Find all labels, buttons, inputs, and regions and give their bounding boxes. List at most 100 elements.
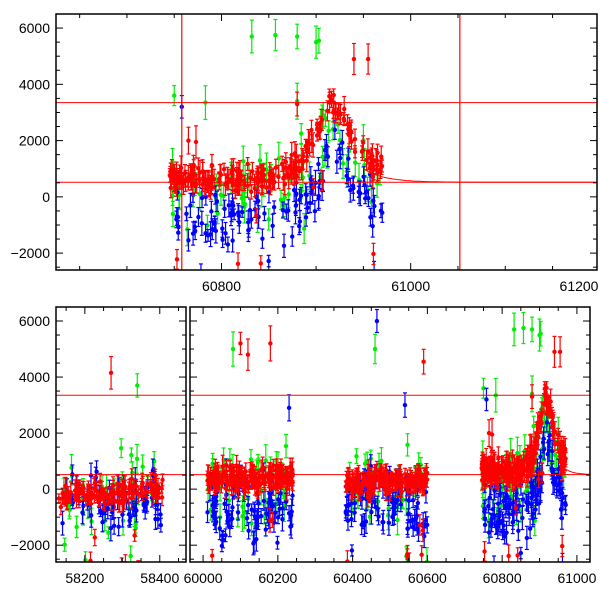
- point-marker: [235, 261, 241, 267]
- point-marker: [172, 93, 177, 98]
- point-marker: [352, 510, 357, 515]
- point-marker: [276, 497, 281, 502]
- data-point: [94, 460, 99, 484]
- point-marker: [372, 272, 376, 276]
- point-marker: [226, 203, 232, 208]
- point-marker: [278, 490, 283, 496]
- data-point: [110, 479, 116, 502]
- data-point: [531, 415, 536, 437]
- x-tick-label: 60800: [202, 278, 241, 294]
- point-marker: [276, 156, 282, 161]
- data-point: [158, 502, 163, 527]
- point-marker: [199, 273, 203, 277]
- point-marker: [121, 495, 126, 500]
- x-tick-label: 61200: [560, 278, 599, 294]
- data-point: [217, 516, 222, 541]
- data-point: [159, 488, 165, 507]
- data-point: [294, 160, 299, 176]
- data-point: [249, 19, 254, 54]
- data-point: [111, 517, 117, 535]
- data-point: [123, 554, 128, 562]
- data-point: [160, 473, 165, 487]
- point-marker: [296, 158, 301, 164]
- axes-frame: [55, 13, 598, 271]
- point-marker: [379, 458, 384, 464]
- data-point: [266, 208, 271, 231]
- panel-bottom: 58200 58400 60000 60200 60400 60600 60800 61000…: [11, 306, 597, 586]
- point-marker: [290, 493, 295, 498]
- point-marker: [336, 109, 341, 114]
- model-curve: [363, 168, 597, 183]
- data-point: [136, 560, 141, 562]
- data-point: [303, 183, 308, 206]
- data-point: [297, 188, 302, 212]
- y-tick-label: 4000: [19, 76, 50, 92]
- point-marker: [220, 237, 225, 242]
- series-red: [56, 356, 165, 562]
- point-marker: [351, 56, 357, 62]
- data-point: [186, 126, 191, 155]
- point-marker: [258, 261, 264, 266]
- data-point: [351, 42, 357, 76]
- point-marker: [285, 171, 290, 177]
- point-marker: [314, 122, 320, 127]
- point-marker: [205, 233, 211, 238]
- point-marker: [200, 169, 206, 174]
- data-point: [221, 162, 227, 176]
- point-marker: [342, 106, 347, 112]
- point-marker: [230, 505, 235, 510]
- point-marker: [199, 195, 205, 201]
- data-point: [294, 23, 300, 50]
- point-marker: [325, 154, 331, 159]
- point-marker: [313, 180, 318, 185]
- point-marker: [199, 221, 205, 226]
- point-marker: [275, 540, 280, 545]
- point-marker: [159, 495, 165, 500]
- point-marker: [220, 226, 225, 231]
- point-marker: [209, 176, 214, 181]
- point-marker: [521, 325, 526, 331]
- point-marker: [158, 512, 163, 517]
- data-point: [236, 205, 241, 227]
- point-marker: [362, 162, 367, 168]
- data-point: [139, 477, 145, 497]
- plot-layer: 60800 61000 61200 −2000 0 2000 4000 6000 58200 58…: [11, 13, 599, 586]
- point-marker: [303, 215, 309, 220]
- point-marker: [245, 183, 250, 188]
- data-point: [197, 172, 202, 189]
- point-marker: [160, 477, 165, 483]
- data-point: [313, 25, 319, 59]
- point-marker: [217, 526, 222, 531]
- point-marker: [170, 193, 175, 199]
- point-marker: [242, 201, 248, 207]
- point-marker: [259, 170, 265, 176]
- point-marker: [132, 533, 137, 538]
- data-point: [405, 522, 410, 536]
- data-point: [244, 510, 250, 527]
- data-point: [340, 129, 345, 156]
- point-marker: [395, 517, 400, 523]
- data-point: [245, 173, 250, 199]
- data-point: [311, 178, 316, 196]
- y-tick-label: 0: [42, 189, 50, 205]
- point-marker: [56, 496, 62, 501]
- point-marker: [249, 189, 254, 195]
- point-marker: [249, 507, 254, 512]
- point-marker: [230, 175, 235, 181]
- point-marker: [406, 498, 411, 503]
- data-point: [276, 164, 281, 190]
- point-marker: [386, 506, 391, 511]
- data-point: [210, 510, 216, 523]
- point-marker: [515, 450, 520, 456]
- data-point: [308, 166, 313, 192]
- point-marker: [74, 524, 79, 530]
- data-point: [80, 484, 85, 496]
- point-marker: [132, 483, 137, 488]
- data-point: [101, 487, 106, 510]
- data-point: [94, 489, 100, 504]
- data-point: [185, 172, 190, 188]
- point-marker: [150, 494, 156, 499]
- data-point: [130, 488, 136, 499]
- point-marker: [100, 511, 105, 516]
